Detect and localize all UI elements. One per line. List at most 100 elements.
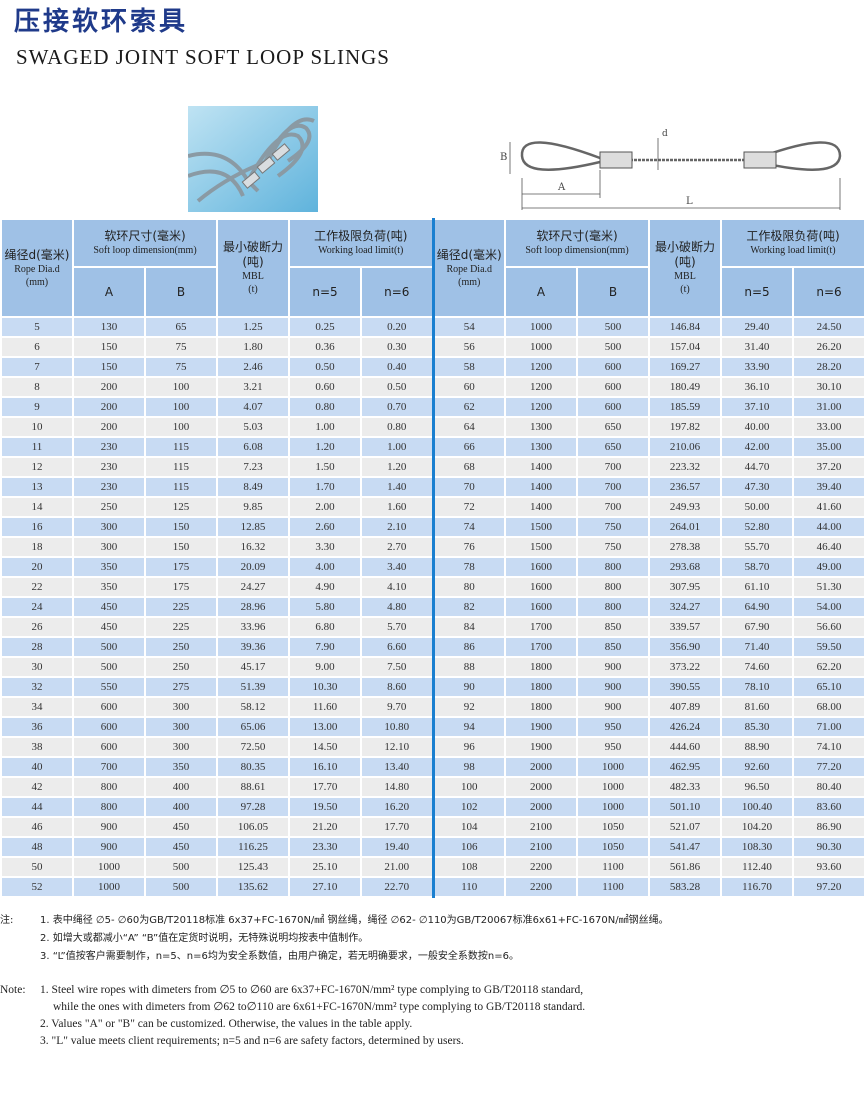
table-cell: 236.57 [648, 476, 722, 498]
table-cell: 1.70 [288, 476, 362, 498]
table-cell: 31.00 [792, 396, 866, 418]
table-row: 50 1000 500 125.43 25.10 21.00 108 2200 1100 561.… [0, 856, 866, 878]
table-cell: 223.32 [648, 456, 722, 478]
table-cell: 27.10 [288, 876, 362, 898]
table-cell: 0.70 [360, 396, 434, 418]
note-en-2: 2. Values "A" or "B" can be customized. … [40, 1018, 413, 1030]
table-cell: 1600 [504, 576, 578, 598]
table-row: 34 600 300 58.12 11.60 9.70 92 1800 900 407.89 81.… [0, 696, 866, 718]
table-cell: 28.20 [792, 356, 866, 378]
dimension-b-label: B [500, 152, 507, 163]
table-cell: 1000 [504, 336, 578, 358]
table-cell: 108.30 [720, 836, 794, 858]
table-cell: 900 [72, 816, 146, 838]
table-cell: 3.21 [216, 376, 290, 398]
table-cell: 750 [576, 536, 650, 558]
table-cell: 88.90 [720, 736, 794, 758]
table-cell: 700 [576, 496, 650, 518]
table-cell: 58 [431, 356, 506, 378]
table-cell: 1900 [504, 716, 578, 738]
table-cell: 350 [72, 556, 146, 578]
table-cell: 68.00 [792, 696, 866, 718]
table-cell: 97.20 [792, 876, 866, 898]
table-cell: 28 [0, 636, 74, 658]
table-cell: 135.62 [216, 876, 290, 898]
table-cell: 115 [144, 436, 218, 458]
dimension-d-label: d [662, 129, 668, 139]
table-cell: 0.36 [288, 336, 362, 358]
table-cell: 80 [431, 576, 506, 598]
table-cell: 6 [0, 336, 74, 358]
table-cell: 18 [0, 536, 74, 558]
table-cell: 36 [0, 716, 74, 738]
table-cell: 1000 [72, 856, 146, 878]
table-cell: 250 [72, 496, 146, 518]
table-cell: 30.10 [792, 376, 866, 398]
sling-diagram: A B L d [500, 129, 842, 210]
table-cell: 84 [431, 616, 506, 638]
header-n5: n=5 [720, 266, 794, 318]
table-cell: 96 [431, 736, 506, 758]
table-cell: 81.60 [720, 696, 794, 718]
table-cell: 52.80 [720, 516, 794, 538]
table-cell: 110 [431, 876, 506, 898]
table-cell: 450 [144, 816, 218, 838]
table-cell: 7 [0, 356, 74, 378]
table-cell: 482.33 [648, 776, 722, 798]
table-cell: 2.46 [216, 356, 290, 378]
table-cell: 600 [576, 396, 650, 418]
table-cell: 225 [144, 616, 218, 638]
table-cell: 700 [576, 476, 650, 498]
table-cell: 400 [144, 776, 218, 798]
table-cell: 4.10 [360, 576, 434, 598]
table-cell: 1000 [576, 796, 650, 818]
table-cell: 650 [576, 436, 650, 458]
table-cell: 250 [144, 656, 218, 678]
table-cell: 65 [144, 316, 218, 338]
table-cell: 52 [0, 876, 74, 898]
table-cell: 800 [72, 796, 146, 818]
table-cell: 4.80 [360, 596, 434, 618]
table-cell: 80.35 [216, 756, 290, 778]
table-cell: 2.70 [360, 536, 434, 558]
table-cell: 1.60 [360, 496, 434, 518]
table-cell: 10.80 [360, 716, 434, 738]
table-cell: 88.61 [216, 776, 290, 798]
table-row: 32 550 275 51.39 10.30 8.60 90 1800 900 390.55 78.… [0, 676, 866, 698]
header-n6: n=6 [360, 266, 434, 318]
table-cell: 19.50 [288, 796, 362, 818]
table-cell: 500 [576, 316, 650, 338]
table-cell: 98 [431, 756, 506, 778]
table-cell: 293.68 [648, 556, 722, 578]
table-row: 42 800 400 88.61 17.70 14.80 100 2000 1000 482.33… [0, 776, 866, 798]
table-cell: 55.70 [720, 536, 794, 558]
table-cell: 350 [72, 576, 146, 598]
table-row: 28 500 250 39.36 7.90 6.60 86 1700 850 356.90 71.4… [0, 636, 866, 658]
table-cell: 249.93 [648, 496, 722, 518]
table-cell: 583.28 [648, 876, 722, 898]
table-cell: 74.10 [792, 736, 866, 758]
table-cell: 116.70 [720, 876, 794, 898]
table-cell: 1.50 [288, 456, 362, 478]
table-row: 9 200 100 4.07 0.80 0.70 62 1200 600 185.59 37.10 3… [0, 396, 866, 418]
table-cell: 39.40 [792, 476, 866, 498]
table-cell: 28.96 [216, 596, 290, 618]
table-cell: 700 [72, 756, 146, 778]
table-cell: 1800 [504, 676, 578, 698]
table-cell: 16.20 [360, 796, 434, 818]
table-cell: 1600 [504, 596, 578, 618]
table-cell: 1.20 [288, 436, 362, 458]
note-en-3: 3. "L" value meets client requirements; … [40, 1035, 464, 1047]
table-cell: 88 [431, 656, 506, 678]
table-cell: 600 [72, 696, 146, 718]
table-cell: 150 [72, 356, 146, 378]
table-cell: 62 [431, 396, 506, 418]
table-cell: 444.60 [648, 736, 722, 758]
table-cell: 40 [0, 756, 74, 778]
table-cell: 78 [431, 556, 506, 578]
table-row: 20 350 175 20.09 4.00 3.40 78 1600 800 293.68 58.7… [0, 556, 866, 578]
table-cell: 100 [144, 416, 218, 438]
table-cell: 426.24 [648, 716, 722, 738]
table-cell: 400 [144, 796, 218, 818]
table-cell: 1.80 [216, 336, 290, 358]
